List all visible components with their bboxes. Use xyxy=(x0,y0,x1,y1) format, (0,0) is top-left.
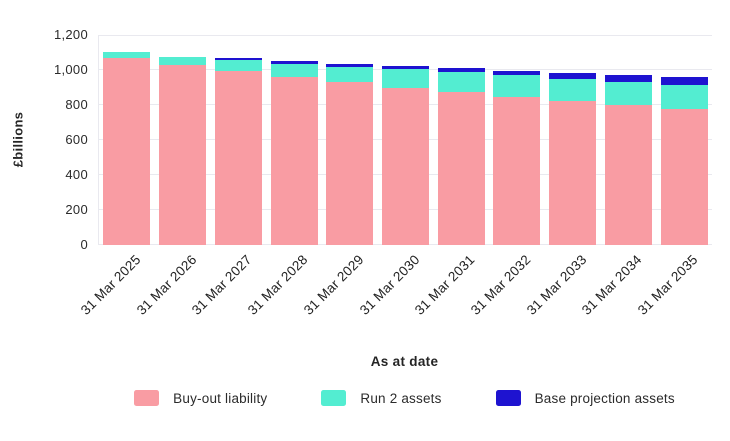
legend-item-buy-out-liability: Buy-out liability xyxy=(134,390,267,406)
legend: Buy-out liability Run 2 assets Base proj… xyxy=(98,390,711,406)
buy-out-liability-swatch xyxy=(134,390,160,406)
bar-segment-buy-out-liability-31-mar-2033 xyxy=(549,100,597,245)
bar-segment-run-2-assets-31-mar-2035 xyxy=(660,84,708,109)
bar-segment-base-projection-assets-31-mar-2027 xyxy=(214,58,262,61)
bar-segment-run-2-assets-31-mar-2028 xyxy=(270,63,318,77)
plot-area xyxy=(98,35,712,245)
y-tick-label: 0 xyxy=(80,237,88,252)
bar-segment-base-projection-assets-31-mar-2034 xyxy=(604,74,652,83)
bar-segment-buy-out-liability-31-mar-2031 xyxy=(437,91,485,245)
bar-segment-run-2-assets-31-mar-2032 xyxy=(493,75,541,98)
base-projection-assets-swatch xyxy=(495,390,521,406)
y-tick-label: 200 xyxy=(65,202,88,217)
bar-segment-base-projection-assets-31-mar-2032 xyxy=(493,70,541,76)
bar-segment-buy-out-liability-31-mar-2030 xyxy=(382,87,429,245)
bar-segment-buy-out-liability-31-mar-2032 xyxy=(493,97,541,245)
bar-segment-run-2-assets-31-mar-2031 xyxy=(437,71,485,92)
y-tick-label: 1,000 xyxy=(53,62,88,77)
legend-item-base-projection-assets: Base projection assets xyxy=(495,390,675,406)
legend-label: Base projection assets xyxy=(534,390,675,406)
bar-segment-base-projection-assets-31-mar-2035 xyxy=(660,77,708,85)
gridline-1200 xyxy=(99,35,712,36)
bar-segment-buy-out-liability-31-mar-2029 xyxy=(326,82,374,245)
y-tick-label: 1,200 xyxy=(53,27,88,42)
bar-segment-run-2-assets-31-mar-2025 xyxy=(103,51,151,58)
bar-segment-run-2-assets-31-mar-2034 xyxy=(604,82,652,105)
bar-segment-run-2-assets-31-mar-2030 xyxy=(382,69,429,88)
bar-segment-run-2-assets-31-mar-2033 xyxy=(549,78,597,101)
bar-segment-run-2-assets-31-mar-2026 xyxy=(159,56,207,65)
bar-segment-buy-out-liability-31-mar-2035 xyxy=(660,108,708,245)
bar-segment-base-projection-assets-31-mar-2030 xyxy=(382,65,429,70)
bar-segment-base-projection-assets-31-mar-2033 xyxy=(549,72,597,79)
bar-segment-base-projection-assets-31-mar-2028 xyxy=(270,61,318,64)
bar-segment-run-2-assets-31-mar-2027 xyxy=(214,60,262,71)
x-axis-title: As at date xyxy=(370,354,439,369)
legend-label: Run 2 assets xyxy=(360,390,442,406)
y-tick-label: 800 xyxy=(65,97,88,112)
legend-label: Buy-out liability xyxy=(173,390,268,406)
bar-segment-buy-out-liability-31-mar-2026 xyxy=(159,64,207,245)
bar-segment-buy-out-liability-31-mar-2034 xyxy=(604,105,652,245)
bar-segment-run-2-assets-31-mar-2029 xyxy=(326,66,374,83)
run-2-assets-swatch xyxy=(321,390,347,406)
bar-segment-buy-out-liability-31-mar-2027 xyxy=(214,70,262,245)
legend-item-run-2-assets: Run 2 assets xyxy=(321,390,441,406)
bar-segment-base-projection-assets-31-mar-2031 xyxy=(437,68,485,72)
bar-segment-base-projection-assets-31-mar-2029 xyxy=(326,63,374,67)
bar-segment-buy-out-liability-31-mar-2025 xyxy=(103,57,151,245)
bar-segment-buy-out-liability-31-mar-2028 xyxy=(270,77,318,245)
y-axis-title: £billions xyxy=(10,111,26,168)
y-tick-label: 400 xyxy=(65,167,88,182)
y-tick-label: 600 xyxy=(65,132,88,147)
